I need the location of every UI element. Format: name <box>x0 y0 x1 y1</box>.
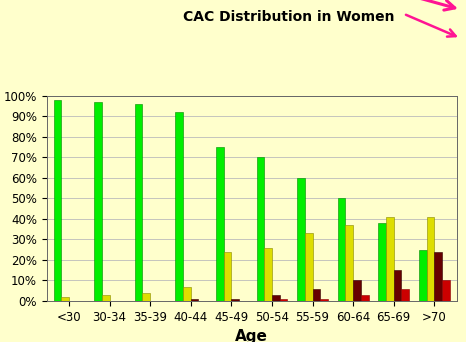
Bar <box>183 287 191 301</box>
Bar <box>361 295 369 301</box>
Bar <box>216 147 224 301</box>
Text: CAC Distribution in Women: CAC Distribution in Women <box>183 10 395 24</box>
Bar <box>320 299 328 301</box>
Bar <box>297 178 305 301</box>
Bar <box>345 225 353 301</box>
Bar <box>175 112 183 301</box>
Bar <box>305 233 313 301</box>
Bar <box>402 289 409 301</box>
Bar <box>419 250 427 301</box>
Bar <box>135 104 143 301</box>
Bar <box>353 280 361 301</box>
Bar <box>427 217 434 301</box>
Bar <box>94 102 102 301</box>
Bar <box>386 217 394 301</box>
Bar <box>434 252 442 301</box>
Bar <box>231 299 239 301</box>
Bar <box>191 299 199 301</box>
X-axis label: Age: Age <box>235 329 268 342</box>
Bar <box>143 293 150 301</box>
Bar <box>61 297 69 301</box>
Bar <box>442 280 450 301</box>
Bar <box>313 289 320 301</box>
Bar <box>378 223 386 301</box>
Bar <box>256 157 264 301</box>
Bar <box>280 299 288 301</box>
Bar <box>272 295 280 301</box>
Bar <box>264 248 272 301</box>
Bar <box>338 198 345 301</box>
Bar <box>394 270 402 301</box>
Bar <box>54 100 61 301</box>
Bar <box>102 295 110 301</box>
Bar <box>224 252 231 301</box>
